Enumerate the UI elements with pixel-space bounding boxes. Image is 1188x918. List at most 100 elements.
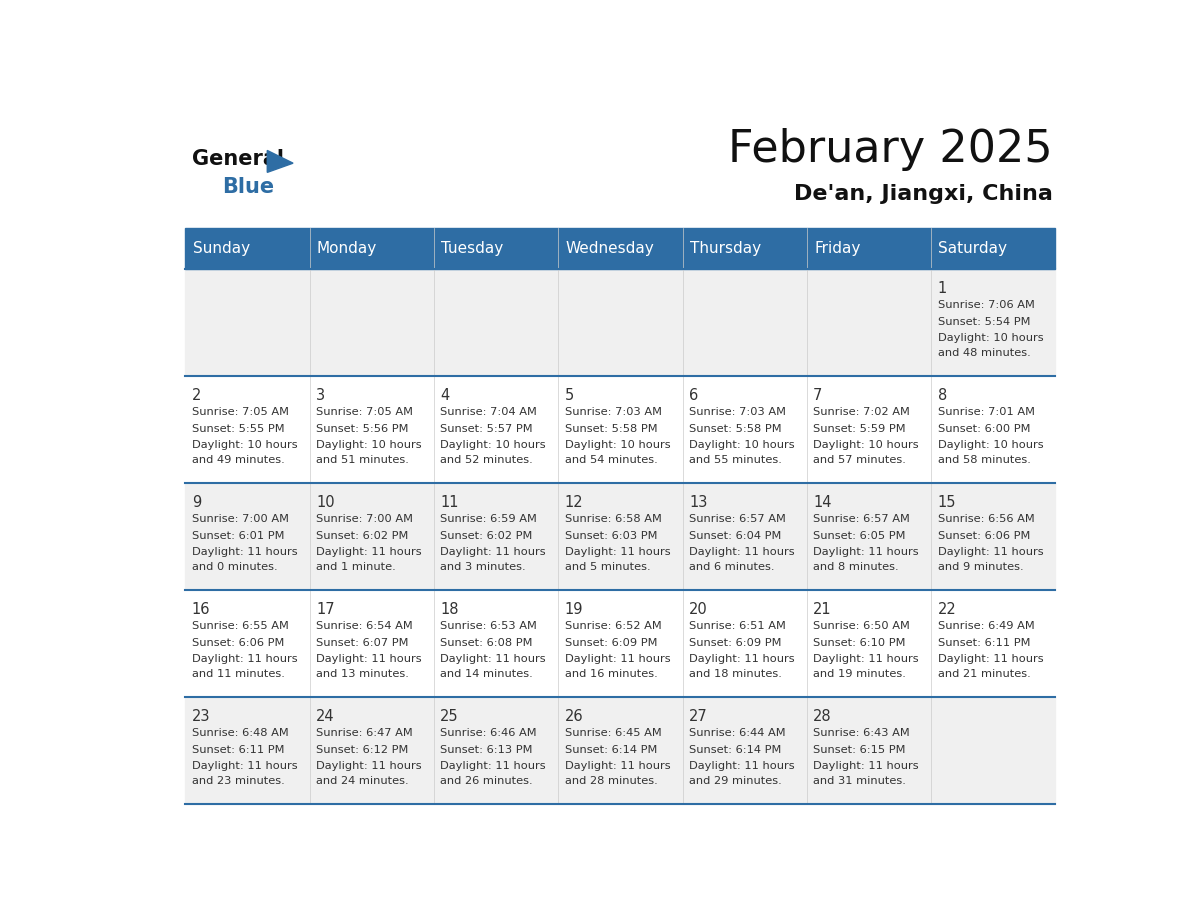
Text: Daylight: 11 hours: Daylight: 11 hours <box>937 654 1043 664</box>
Text: Sunrise: 7:04 AM: Sunrise: 7:04 AM <box>441 408 537 418</box>
Text: Sunrise: 6:45 AM: Sunrise: 6:45 AM <box>564 728 662 738</box>
Text: Sunrise: 6:51 AM: Sunrise: 6:51 AM <box>689 621 785 632</box>
Text: Friday: Friday <box>814 241 860 256</box>
Text: Sunrise: 7:03 AM: Sunrise: 7:03 AM <box>689 408 786 418</box>
Text: Sunset: 6:13 PM: Sunset: 6:13 PM <box>441 744 533 755</box>
Text: 12: 12 <box>564 495 583 509</box>
Text: Sunrise: 6:58 AM: Sunrise: 6:58 AM <box>564 514 662 524</box>
Text: Daylight: 11 hours: Daylight: 11 hours <box>441 654 546 664</box>
Text: Thursday: Thursday <box>690 241 762 256</box>
Text: 27: 27 <box>689 709 708 723</box>
Text: 3: 3 <box>316 387 326 402</box>
Text: 26: 26 <box>564 709 583 723</box>
Text: Sunrise: 7:05 AM: Sunrise: 7:05 AM <box>191 408 289 418</box>
Text: 1: 1 <box>937 281 947 296</box>
Text: Sunrise: 6:56 AM: Sunrise: 6:56 AM <box>937 514 1035 524</box>
Text: 21: 21 <box>814 601 832 617</box>
Text: Sunrise: 6:43 AM: Sunrise: 6:43 AM <box>814 728 910 738</box>
Text: and 6 minutes.: and 6 minutes. <box>689 563 775 573</box>
Text: and 51 minutes.: and 51 minutes. <box>316 455 409 465</box>
Text: and 31 minutes.: and 31 minutes. <box>814 777 906 787</box>
Bar <box>185 590 1055 698</box>
Text: Sunset: 6:06 PM: Sunset: 6:06 PM <box>191 638 284 647</box>
Text: Sunset: 6:06 PM: Sunset: 6:06 PM <box>937 531 1030 541</box>
Text: Sunset: 6:02 PM: Sunset: 6:02 PM <box>441 531 532 541</box>
Text: Sunday: Sunday <box>192 241 249 256</box>
Text: 16: 16 <box>191 601 210 617</box>
Text: Daylight: 10 hours: Daylight: 10 hours <box>441 440 546 450</box>
Text: Sunset: 6:14 PM: Sunset: 6:14 PM <box>564 744 657 755</box>
Text: Wednesday: Wednesday <box>565 241 655 256</box>
Text: Daylight: 11 hours: Daylight: 11 hours <box>191 654 297 664</box>
Text: and 0 minutes.: and 0 minutes. <box>191 563 277 573</box>
Text: Sunrise: 6:59 AM: Sunrise: 6:59 AM <box>441 514 537 524</box>
Text: Sunset: 5:58 PM: Sunset: 5:58 PM <box>689 423 782 433</box>
Text: 2: 2 <box>191 387 201 402</box>
Text: and 49 minutes.: and 49 minutes. <box>191 455 284 465</box>
Polygon shape <box>267 151 293 173</box>
Text: Sunrise: 6:46 AM: Sunrise: 6:46 AM <box>441 728 537 738</box>
Text: Sunrise: 6:47 AM: Sunrise: 6:47 AM <box>316 728 412 738</box>
Text: Sunrise: 7:00 AM: Sunrise: 7:00 AM <box>191 514 289 524</box>
Text: and 18 minutes.: and 18 minutes. <box>689 669 782 679</box>
Text: Sunrise: 7:03 AM: Sunrise: 7:03 AM <box>564 408 662 418</box>
Text: Sunset: 6:09 PM: Sunset: 6:09 PM <box>689 638 782 647</box>
Text: Daylight: 11 hours: Daylight: 11 hours <box>689 654 795 664</box>
Text: and 5 minutes.: and 5 minutes. <box>564 563 650 573</box>
Text: 15: 15 <box>937 495 956 509</box>
Text: and 23 minutes.: and 23 minutes. <box>191 777 284 787</box>
Text: Daylight: 11 hours: Daylight: 11 hours <box>191 761 297 771</box>
Text: Sunset: 5:54 PM: Sunset: 5:54 PM <box>937 317 1030 327</box>
Text: Sunrise: 6:57 AM: Sunrise: 6:57 AM <box>814 514 910 524</box>
Bar <box>185 269 1055 376</box>
Text: Daylight: 11 hours: Daylight: 11 hours <box>316 761 422 771</box>
Text: and 11 minutes.: and 11 minutes. <box>191 669 285 679</box>
Text: Daylight: 11 hours: Daylight: 11 hours <box>564 761 670 771</box>
Text: Daylight: 10 hours: Daylight: 10 hours <box>191 440 297 450</box>
Text: Daylight: 10 hours: Daylight: 10 hours <box>316 440 422 450</box>
Text: 11: 11 <box>441 495 459 509</box>
Text: Sunrise: 6:52 AM: Sunrise: 6:52 AM <box>564 621 662 632</box>
Text: Daylight: 11 hours: Daylight: 11 hours <box>441 547 546 557</box>
Text: and 29 minutes.: and 29 minutes. <box>689 777 782 787</box>
Text: and 9 minutes.: and 9 minutes. <box>937 563 1023 573</box>
Text: Sunset: 6:11 PM: Sunset: 6:11 PM <box>191 744 284 755</box>
Text: Sunrise: 6:57 AM: Sunrise: 6:57 AM <box>689 514 785 524</box>
Text: De'an, Jiangxi, China: De'an, Jiangxi, China <box>794 185 1053 205</box>
Text: Daylight: 10 hours: Daylight: 10 hours <box>937 440 1043 450</box>
Text: Monday: Monday <box>317 241 378 256</box>
Text: and 52 minutes.: and 52 minutes. <box>441 455 533 465</box>
Text: 6: 6 <box>689 387 699 402</box>
Text: Sunrise: 7:02 AM: Sunrise: 7:02 AM <box>814 408 910 418</box>
Text: 23: 23 <box>191 709 210 723</box>
Text: General: General <box>191 149 284 169</box>
Text: and 13 minutes.: and 13 minutes. <box>316 669 409 679</box>
Text: and 1 minute.: and 1 minute. <box>316 563 396 573</box>
Text: Sunset: 6:05 PM: Sunset: 6:05 PM <box>814 531 905 541</box>
Text: Sunset: 5:55 PM: Sunset: 5:55 PM <box>191 423 284 433</box>
Text: Daylight: 10 hours: Daylight: 10 hours <box>564 440 670 450</box>
Text: Daylight: 11 hours: Daylight: 11 hours <box>316 654 422 664</box>
Text: Daylight: 11 hours: Daylight: 11 hours <box>441 761 546 771</box>
Text: Sunset: 6:00 PM: Sunset: 6:00 PM <box>937 423 1030 433</box>
Text: Sunrise: 6:53 AM: Sunrise: 6:53 AM <box>441 621 537 632</box>
Text: Sunset: 6:08 PM: Sunset: 6:08 PM <box>441 638 533 647</box>
Text: 7: 7 <box>814 387 822 402</box>
Text: 20: 20 <box>689 601 708 617</box>
Text: Sunset: 6:03 PM: Sunset: 6:03 PM <box>564 531 657 541</box>
Text: Daylight: 10 hours: Daylight: 10 hours <box>689 440 795 450</box>
Text: Sunset: 5:59 PM: Sunset: 5:59 PM <box>814 423 906 433</box>
Text: 28: 28 <box>814 709 832 723</box>
Text: February 2025: February 2025 <box>728 128 1053 171</box>
Text: and 19 minutes.: and 19 minutes. <box>814 669 906 679</box>
Text: Sunrise: 7:00 AM: Sunrise: 7:00 AM <box>316 514 413 524</box>
Text: Daylight: 11 hours: Daylight: 11 hours <box>316 547 422 557</box>
Text: Daylight: 10 hours: Daylight: 10 hours <box>814 440 918 450</box>
Text: and 28 minutes.: and 28 minutes. <box>564 777 657 787</box>
Text: and 3 minutes.: and 3 minutes. <box>441 563 526 573</box>
Text: and 14 minutes.: and 14 minutes. <box>441 669 533 679</box>
Text: and 21 minutes.: and 21 minutes. <box>937 669 1030 679</box>
Text: Daylight: 11 hours: Daylight: 11 hours <box>564 654 670 664</box>
Text: Sunrise: 7:01 AM: Sunrise: 7:01 AM <box>937 408 1035 418</box>
Text: Daylight: 10 hours: Daylight: 10 hours <box>937 333 1043 342</box>
